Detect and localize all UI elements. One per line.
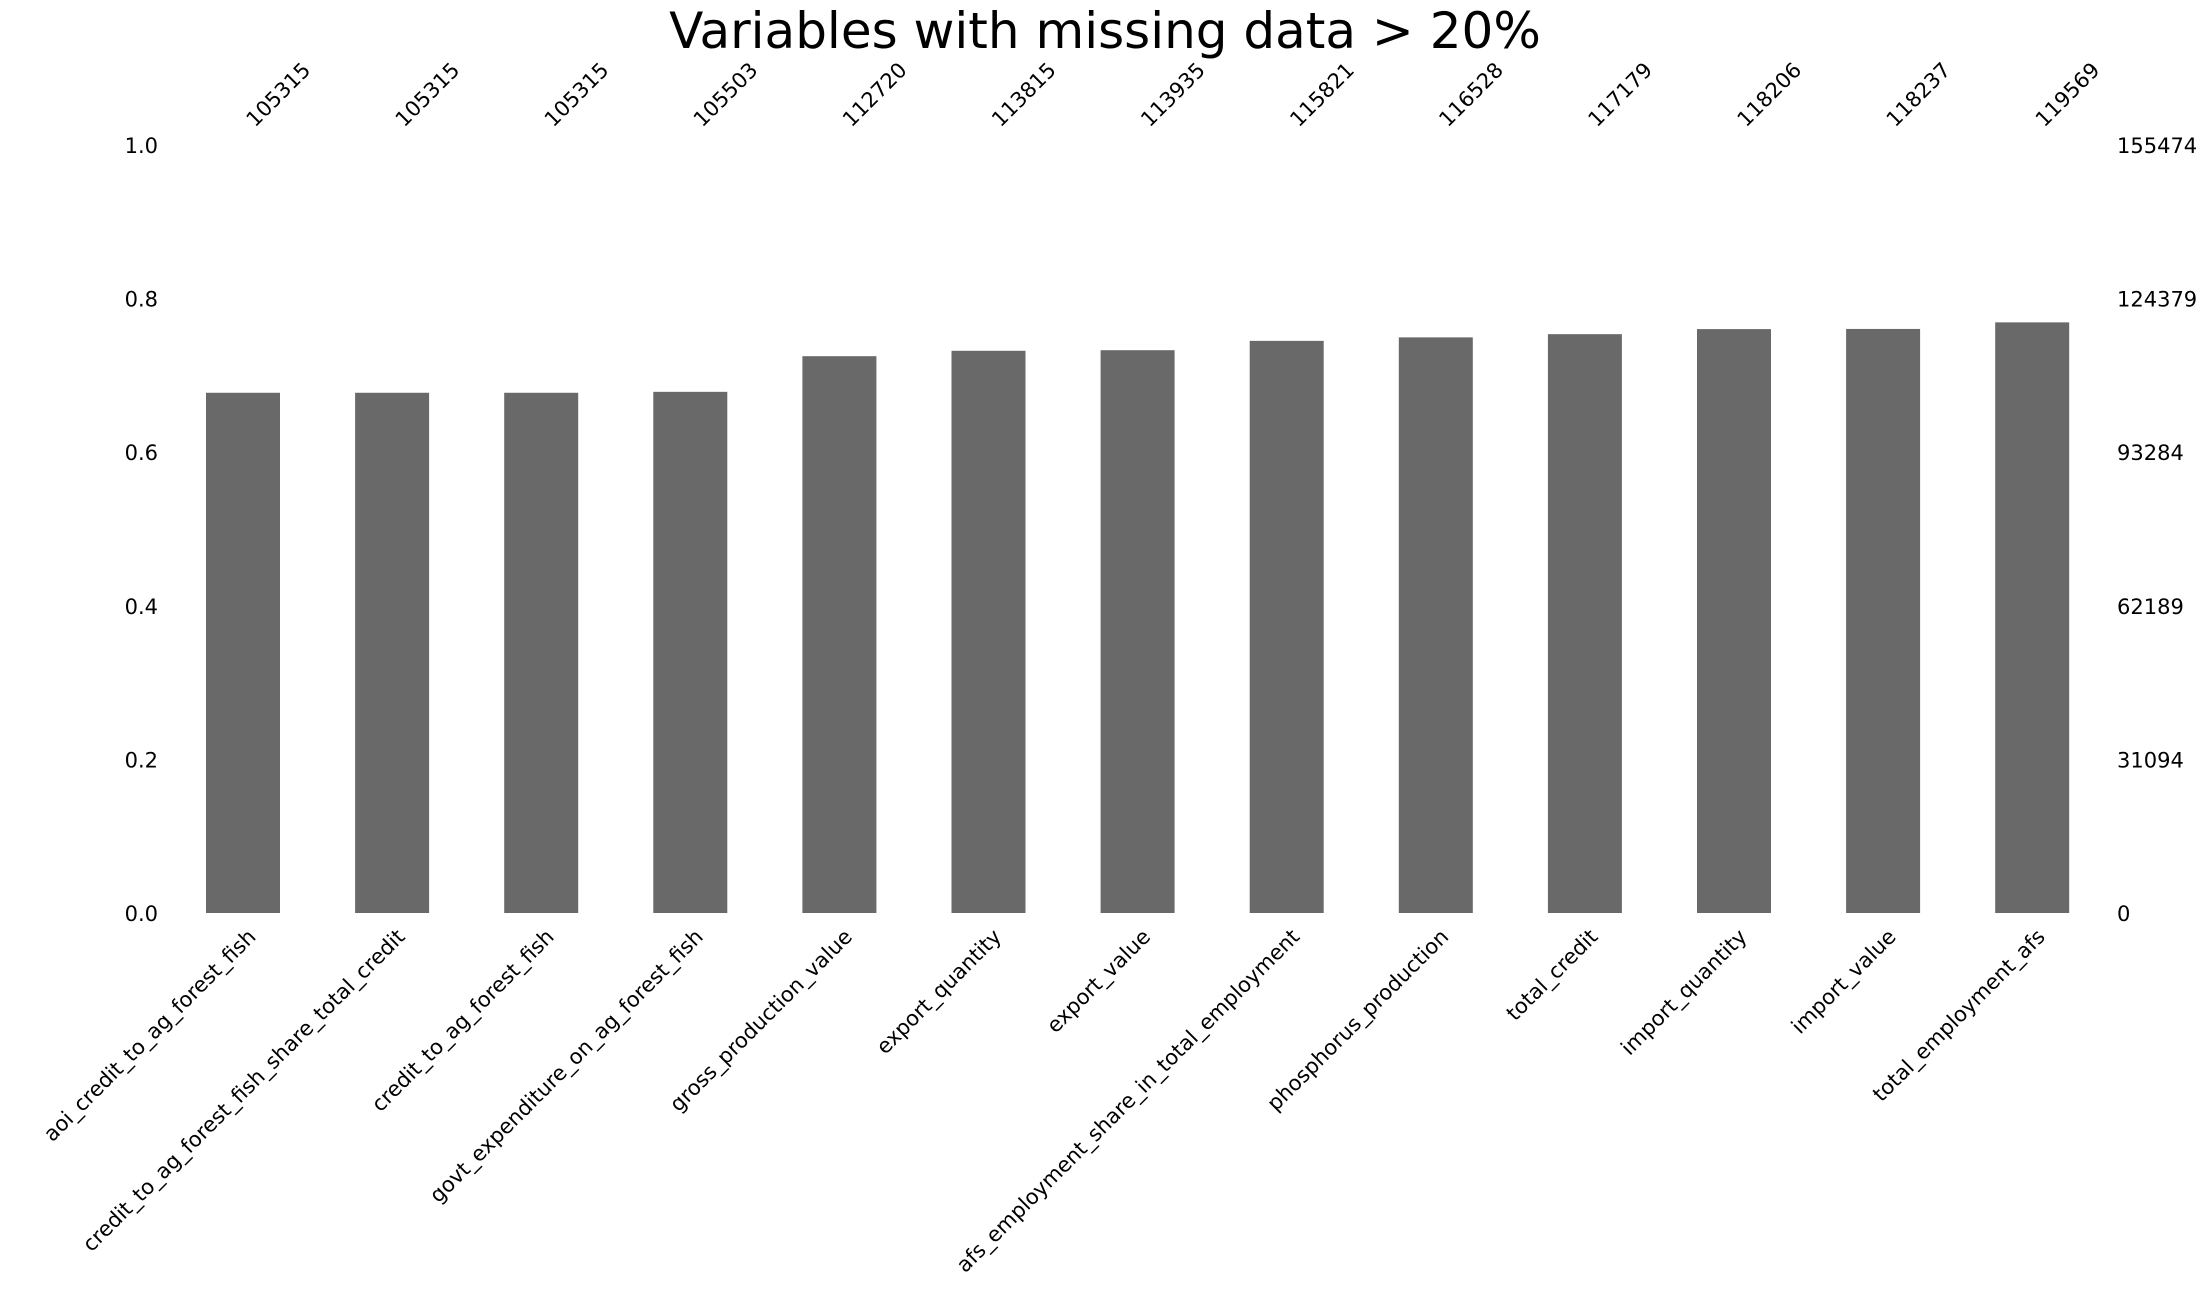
count-labels-group: 105315 105315 105315 105503 112720 113815 1139…: [242, 58, 2105, 132]
bar-credit-to-ag-forest-fish: [504, 392, 579, 913]
count-label: 118206: [1733, 58, 1807, 132]
category-label: import_quantity: [1616, 925, 1752, 1061]
right-tick-label: 155474: [2117, 134, 2197, 158]
bar-total-employment-afs: [1995, 322, 2070, 914]
right-tick-label: 124379: [2117, 288, 2197, 312]
left-tick-label: 0.4: [125, 595, 158, 619]
count-label: 118237: [1882, 58, 1956, 132]
bar-credit-to-ag-forest-fish-share-total-credit: [355, 392, 430, 913]
count-label: 105503: [689, 58, 763, 132]
chart-title: Variables with missing data > 20%: [669, 2, 1541, 60]
count-label: 112720: [838, 58, 912, 132]
count-label: 113815: [987, 58, 1061, 132]
count-label: 105315: [242, 58, 316, 132]
count-label: 116528: [1434, 58, 1508, 132]
left-tick-label: 0.8: [125, 288, 158, 312]
category-label: total_credit: [1502, 925, 1604, 1027]
category-labels-group: aoi_credit_to_ag_forest_fishcredit_to_ag…: [39, 925, 2050, 1278]
left-tick-label: 1.0: [125, 134, 158, 158]
count-label: 119569: [2031, 58, 2105, 132]
left-tick-label: 0.0: [125, 902, 158, 926]
bar-afs-employment-share-in-total-employment: [1249, 340, 1324, 913]
category-label: export_value: [1042, 925, 1156, 1039]
left-axis: 0.0 0.2 0.4 0.6 0.8 1.0: [125, 134, 158, 926]
right-tick-label: 93284: [2117, 441, 2184, 465]
bar-phosphorus-production: [1398, 337, 1473, 914]
count-label: 113935: [1136, 58, 1210, 132]
bar-total-credit: [1547, 334, 1622, 913]
category-label: export_quantity: [872, 925, 1007, 1060]
bars-group: [206, 322, 2070, 914]
bar-import-quantity: [1697, 329, 1771, 913]
right-axis: 0 31094 62189 93284 124379 155474: [2117, 134, 2197, 926]
count-label: 117179: [1583, 58, 1657, 132]
bar-govt-expenditure-on-ag-forest-fish: [653, 391, 728, 913]
category-label: import_value: [1787, 925, 1902, 1040]
right-tick-label: 31094: [2117, 748, 2184, 772]
bar-export-value: [1100, 350, 1175, 914]
bar-import-value: [1846, 328, 1921, 914]
category-label: total_employment_afs: [1868, 925, 2050, 1107]
count-label: 105315: [391, 58, 465, 132]
left-tick-label: 0.6: [125, 441, 158, 465]
category-label: afs_employment_share_in_total_employment: [952, 925, 1305, 1278]
count-label: 105315: [540, 58, 614, 132]
bar-export-quantity: [951, 350, 1026, 914]
right-tick-label: 62189: [2117, 595, 2184, 619]
count-label: 115821: [1285, 58, 1359, 132]
left-tick-label: 0.2: [125, 748, 158, 772]
bar-aoi-credit-to-ag-forest-fish: [206, 392, 280, 913]
category-label: credit_to_ag_forest_fish_share_total_cre…: [78, 925, 410, 1257]
bar-gross-production-value: [802, 356, 877, 913]
right-tick-label: 0: [2117, 902, 2130, 926]
category-label: govt_expenditure_on_ag_forest_fish: [425, 925, 709, 1209]
